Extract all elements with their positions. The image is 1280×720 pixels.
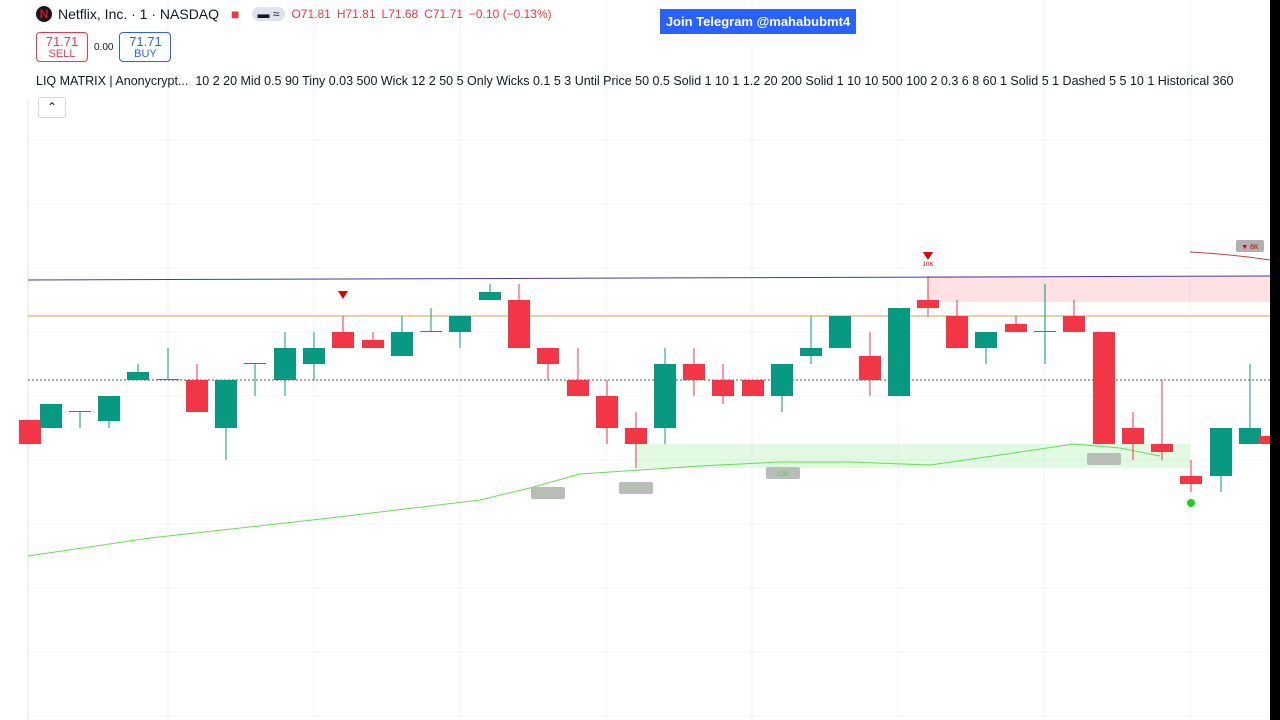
telegram-banner[interactable]: Join Telegram @mahabubmt4 [660,9,856,34]
candle-body [508,300,530,348]
candle-body [654,364,676,428]
green-curve [27,443,1161,557]
sell-button[interactable]: 71.71 SELL [36,32,88,62]
buy-label: BUY [134,48,157,60]
candle-body [303,348,325,364]
candle-body [362,340,384,348]
candle-body [567,380,589,396]
sell-label: SELL [48,48,76,60]
liquidity-box [531,487,565,499]
candle-body [800,348,822,356]
buy-dot [1187,499,1195,507]
compare[interactable]: ▬ ≈ [251,7,286,21]
candle-body [186,380,208,412]
sell-price: 71.71 [45,34,79,49]
candle-body [98,396,120,421]
candle-body [859,356,881,380]
candle-body [1122,428,1144,444]
candle-body [683,364,705,380]
candle-body [215,380,237,428]
candle-body [40,404,62,428]
change: −0.10 (−0.13%) [468,7,552,21]
buy-price: 71.71 [129,34,162,49]
candle-body [1180,476,1202,484]
spread: 0.00 [94,41,114,53]
candle-body [1034,331,1056,332]
candle-body [829,316,851,348]
logo: N [36,6,52,22]
candle-body [479,292,501,300]
candle-body [1063,316,1085,332]
liquidity-box [619,482,653,494]
candle-body [742,380,764,396]
indicator-name: LIQ MATRIX | Anonycrypt... [36,74,189,88]
zone-label: 2.5K [777,472,789,478]
candle-body [420,331,442,332]
candle-body [596,396,618,428]
candle-body [1093,332,1115,444]
blue-level [27,275,1271,281]
indicator-params: 10 2 20 Mid 0.5 90 Tiny 0.03 500 Wick 12… [195,74,1234,88]
candle-body [1239,428,1261,444]
red-curve [1189,251,1271,261]
collapse-button[interactable]: ⌃ [38,97,66,118]
low: L71.68 [381,7,419,21]
candle-body [888,308,910,396]
candle-body [975,332,997,348]
supply-zone [928,276,1270,302]
candle-body [1151,444,1173,452]
close: C71.71 [424,7,463,21]
right-edge [1270,0,1280,720]
marker-label: 10K [923,262,934,268]
candle-body [946,316,968,348]
symbol-header: N Netflix, Inc. · 1 · NASDAQ ■ ▬ ≈ O71.8… [36,6,552,22]
candle-body [1005,324,1027,332]
indicator-legend[interactable]: LIQ MATRIX | Anonycrypt... 10 2 20 Mid 0… [36,74,1270,88]
candle-body [332,332,354,348]
symbol[interactable]: Netflix, Inc. · 1 · NASDAQ [58,6,220,22]
candle-body [69,411,91,412]
candle-body [391,332,413,356]
sell-signal [923,252,933,260]
candle-body [712,380,734,396]
ohlc: O71.81 H71.81 L71.68 C71.71 −0.10 (−0.13… [291,7,551,21]
flag[interactable]: ■ [231,6,240,22]
candle-body [244,363,266,364]
open: O71.81 [291,7,331,21]
buy-button[interactable]: 71.71 BUY [119,32,172,62]
order-buttons: 71.71 SELL 0.00 71.71 BUY [36,32,172,62]
candle-body [1259,436,1280,444]
candle-body [19,420,41,444]
marker-box [1236,240,1264,252]
marker-label: ▼ 6K [1241,244,1259,251]
candle-body [274,348,296,380]
sell-signal [338,291,348,299]
liquidity-box [1087,453,1121,465]
candle-body [449,316,471,332]
candle-body [127,372,149,380]
candle-body [537,348,559,364]
candle-body [625,428,647,444]
liquidity-box [766,467,800,479]
candle-body [771,364,793,396]
candle-body [157,379,179,380]
candle-body [1210,428,1232,476]
high: H71.81 [336,7,376,21]
candle-body [917,300,939,308]
